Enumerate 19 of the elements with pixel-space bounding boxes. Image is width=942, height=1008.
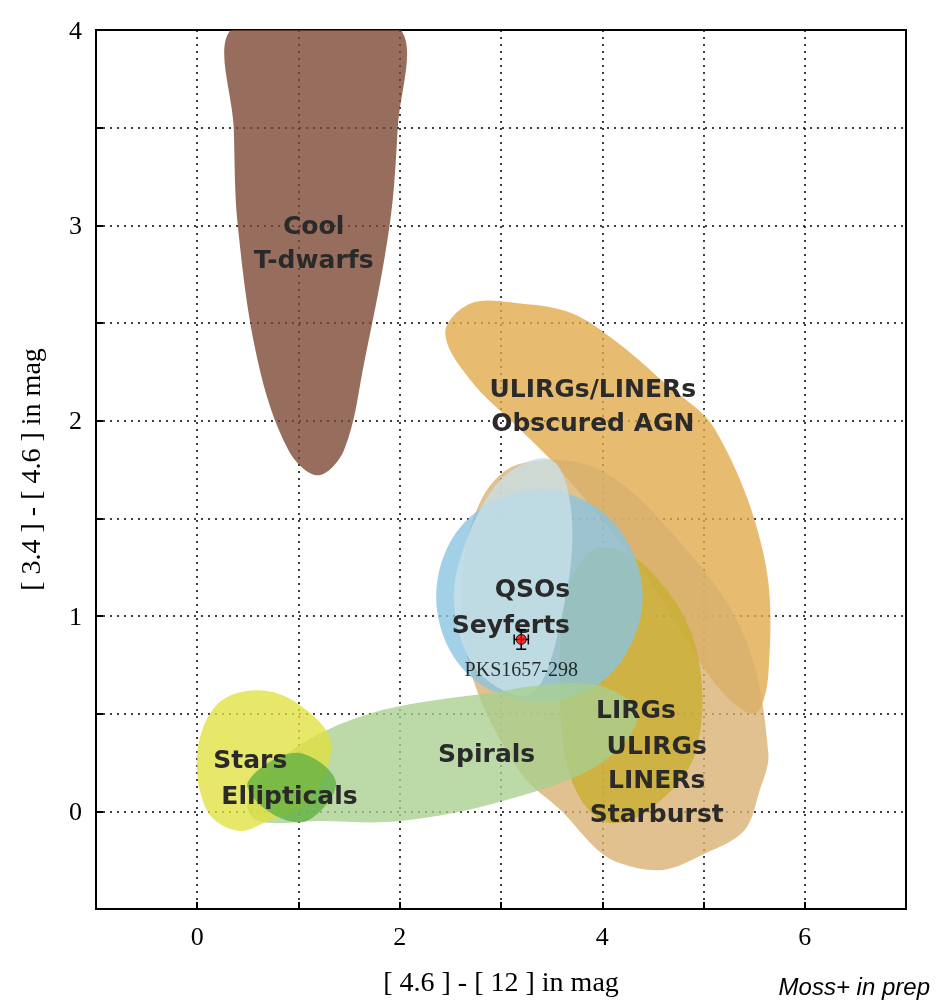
series-label: LIRGs xyxy=(595,695,676,725)
y-axis-title: [ 3.4 ] - [ 4.6 ] in mag xyxy=(14,348,46,591)
series-label: Spirals xyxy=(438,739,536,769)
y-tick-label: 3 xyxy=(69,210,82,240)
y-tick-label: 1 xyxy=(69,601,82,631)
series-label: QSOs xyxy=(494,573,571,603)
x-tick-label: 2 xyxy=(393,921,407,951)
y-tick-label: 0 xyxy=(69,796,82,826)
x-tick-label: 6 xyxy=(798,921,812,951)
x-tick-label: 4 xyxy=(595,921,609,951)
x-axis-title: [ 4.6 ] - [ 12 ] in mag xyxy=(383,965,619,997)
series-label: PKS1657-298 xyxy=(464,657,578,680)
y-tick-label: 4 xyxy=(69,15,82,45)
series-label: ULIRGs LINERs Starburst xyxy=(589,731,724,829)
y-tick-label: 2 xyxy=(69,406,82,436)
series-label: Seyferts xyxy=(451,609,570,639)
x-tick-label: 0 xyxy=(190,921,204,951)
text: Moss+ in prep xyxy=(778,972,930,1000)
series-label: Cool T-dwarfs xyxy=(253,210,374,274)
